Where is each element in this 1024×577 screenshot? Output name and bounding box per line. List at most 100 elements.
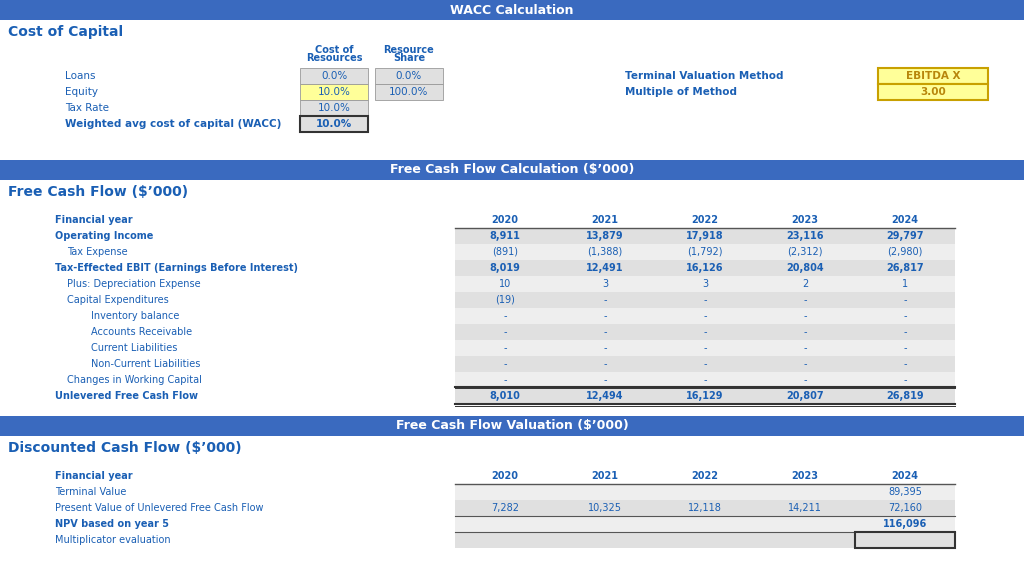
Text: -: -: [803, 343, 807, 353]
Bar: [300, 100, 368, 116]
Bar: [300, 84, 368, 100]
Text: 7,282: 7,282: [490, 503, 519, 513]
Text: Equity: Equity: [65, 87, 98, 97]
Text: -: -: [703, 295, 707, 305]
Text: -: -: [703, 311, 707, 321]
Bar: [878, 68, 988, 84]
Text: 20,807: 20,807: [786, 391, 824, 401]
Text: -: -: [603, 295, 607, 305]
Text: Changes in Working Capital: Changes in Working Capital: [67, 375, 202, 385]
Bar: [0, 416, 1024, 436]
Text: -: -: [903, 295, 906, 305]
Text: 0.0%: 0.0%: [321, 71, 347, 81]
Bar: [455, 356, 955, 372]
Text: 2024: 2024: [892, 215, 919, 225]
Text: Cost of Capital: Cost of Capital: [8, 25, 123, 39]
Text: (2,980): (2,980): [888, 247, 923, 257]
Bar: [455, 276, 955, 292]
Text: 116,096: 116,096: [883, 519, 927, 529]
Bar: [455, 324, 955, 340]
Text: Multiple of Method: Multiple of Method: [625, 87, 737, 97]
Bar: [300, 68, 368, 84]
Bar: [455, 516, 955, 532]
Text: -: -: [703, 327, 707, 337]
Bar: [455, 340, 955, 356]
Text: -: -: [503, 343, 507, 353]
Text: Tax-Effected EBIT (Earnings Before Interest): Tax-Effected EBIT (Earnings Before Inter…: [55, 263, 298, 273]
Text: 29,797: 29,797: [886, 231, 924, 241]
Text: 8,019: 8,019: [489, 263, 520, 273]
Text: 16,126: 16,126: [686, 263, 724, 273]
Bar: [455, 532, 955, 548]
Text: 100.0%: 100.0%: [389, 87, 429, 97]
Text: Non-Current Liabilities: Non-Current Liabilities: [91, 359, 201, 369]
Text: Tax Expense: Tax Expense: [67, 247, 128, 257]
Text: Inventory balance: Inventory balance: [91, 311, 179, 321]
Text: Loans: Loans: [65, 71, 95, 81]
Text: 3.00: 3.00: [921, 87, 946, 97]
Bar: [878, 84, 988, 100]
Text: Share: Share: [393, 53, 425, 63]
Text: 2020: 2020: [492, 471, 518, 481]
Text: 2020: 2020: [492, 215, 518, 225]
Text: Financial year: Financial year: [55, 471, 133, 481]
Text: 2021: 2021: [592, 471, 618, 481]
Text: 13,879: 13,879: [586, 231, 624, 241]
Text: 2024: 2024: [892, 471, 919, 481]
Text: 10.0%: 10.0%: [315, 119, 352, 129]
Text: NPV based on year 5: NPV based on year 5: [55, 519, 169, 529]
Bar: [455, 292, 955, 308]
Text: Capital Expenditures: Capital Expenditures: [67, 295, 169, 305]
Text: Plus: Depreciation Expense: Plus: Depreciation Expense: [67, 279, 201, 289]
Text: -: -: [703, 375, 707, 385]
Text: 23,116: 23,116: [786, 231, 823, 241]
Text: 12,491: 12,491: [587, 263, 624, 273]
Text: -: -: [803, 359, 807, 369]
Text: 3: 3: [701, 279, 708, 289]
Text: (19): (19): [495, 295, 515, 305]
Text: 17,918: 17,918: [686, 231, 724, 241]
Text: -: -: [603, 359, 607, 369]
Text: 0.0%: 0.0%: [396, 71, 422, 81]
Bar: [455, 228, 955, 244]
Text: Financial year: Financial year: [55, 215, 133, 225]
Bar: [455, 308, 955, 324]
Text: -: -: [603, 375, 607, 385]
Text: -: -: [903, 375, 906, 385]
Text: Free Cash Flow ($’000): Free Cash Flow ($’000): [8, 185, 188, 199]
Text: Resources: Resources: [306, 53, 362, 63]
Text: -: -: [903, 343, 906, 353]
Bar: [455, 484, 955, 500]
Text: 10: 10: [499, 279, 511, 289]
Text: -: -: [803, 295, 807, 305]
Bar: [0, 0, 1024, 20]
Text: Free Cash Flow Valuation ($’000): Free Cash Flow Valuation ($’000): [395, 419, 629, 433]
Text: 2: 2: [802, 279, 808, 289]
Text: (1,792): (1,792): [687, 247, 723, 257]
Text: -: -: [903, 327, 906, 337]
Text: (2,312): (2,312): [787, 247, 822, 257]
Text: Discounted Cash Flow ($’000): Discounted Cash Flow ($’000): [8, 441, 242, 455]
Text: 7x: 7x: [899, 535, 911, 545]
Text: -: -: [503, 311, 507, 321]
Text: -: -: [803, 311, 807, 321]
Text: Unlevered Free Cash Flow: Unlevered Free Cash Flow: [55, 391, 198, 401]
Bar: [455, 500, 955, 516]
Text: -: -: [803, 375, 807, 385]
Text: Operating Income: Operating Income: [55, 231, 154, 241]
Text: Multiplicator evaluation: Multiplicator evaluation: [55, 535, 171, 545]
Bar: [300, 116, 368, 132]
Text: -: -: [803, 327, 807, 337]
Text: 12,494: 12,494: [587, 391, 624, 401]
Bar: [375, 68, 443, 84]
Text: 10.0%: 10.0%: [317, 103, 350, 113]
Text: 10.0%: 10.0%: [315, 119, 352, 129]
Bar: [455, 260, 955, 276]
Text: 26,817: 26,817: [886, 263, 924, 273]
Bar: [455, 244, 955, 260]
Text: Resource: Resource: [384, 45, 434, 55]
Text: Terminal Value: Terminal Value: [55, 487, 126, 497]
Text: 8,911: 8,911: [489, 231, 520, 241]
Text: -: -: [603, 343, 607, 353]
Text: 2021: 2021: [592, 215, 618, 225]
